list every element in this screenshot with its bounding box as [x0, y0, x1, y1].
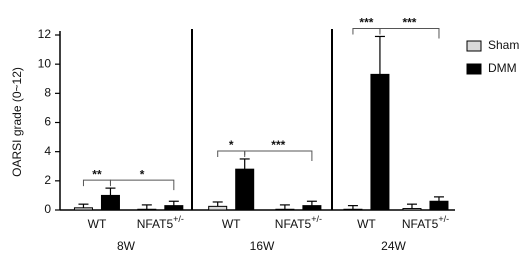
significance-label: ***	[402, 16, 416, 30]
x-tick-label: WT	[357, 217, 376, 231]
bar	[100, 194, 120, 211]
category-name: WT	[88, 217, 107, 231]
bar	[429, 200, 449, 211]
bar	[370, 73, 390, 211]
significance-label: **	[92, 167, 102, 181]
y-axis-label: OARSI grade (0~12)	[10, 67, 24, 177]
bar	[137, 208, 157, 211]
y-tick-label: 8	[44, 86, 51, 100]
bar	[73, 207, 93, 211]
significance-bracket	[379, 27, 440, 39]
legend-label: Sham	[488, 38, 519, 52]
significance-label: *	[140, 167, 145, 181]
y-tick-label: 6	[44, 115, 51, 129]
significance-label: ***	[271, 138, 285, 152]
category-name: NFAT5	[275, 217, 312, 231]
x-tick-label: NFAT5+/-	[137, 214, 184, 231]
x-tick-label: WT	[88, 217, 107, 231]
panel-label: 8W	[117, 239, 136, 253]
legend-swatch	[466, 63, 482, 75]
category-name: WT	[222, 217, 241, 231]
bar	[208, 205, 228, 211]
category-name: WT	[357, 217, 376, 231]
significance-label: *	[229, 138, 234, 152]
y-tick-label: 2	[44, 173, 51, 187]
y-tick-label: 10	[38, 56, 52, 70]
panel-label: 16W	[250, 239, 275, 253]
legend-label: DMM	[488, 61, 517, 75]
category-name: NFAT5	[137, 217, 174, 231]
bar	[402, 208, 422, 211]
legend-swatch	[466, 40, 482, 52]
y-tick-label: 4	[44, 144, 51, 158]
x-tick-label: NFAT5+/-	[402, 214, 449, 231]
bar	[302, 205, 322, 211]
bar	[275, 208, 295, 211]
significance-bracket	[244, 150, 313, 161]
category-superscript: +/-	[438, 214, 449, 224]
bar	[164, 205, 184, 211]
y-tick-label: 12	[38, 27, 52, 41]
y-tick-label: 0	[44, 202, 51, 216]
category-superscript: +/-	[173, 214, 184, 224]
significance-bracket	[109, 179, 175, 191]
category-superscript: +/-	[311, 214, 322, 224]
x-tick-label: NFAT5+/-	[275, 214, 322, 231]
x-tick-label: WT	[222, 217, 241, 231]
bar	[235, 168, 255, 211]
panel-label: 24W	[381, 239, 406, 253]
significance-label: ***	[359, 16, 373, 30]
category-name: NFAT5	[402, 217, 439, 231]
bar	[343, 208, 363, 211]
